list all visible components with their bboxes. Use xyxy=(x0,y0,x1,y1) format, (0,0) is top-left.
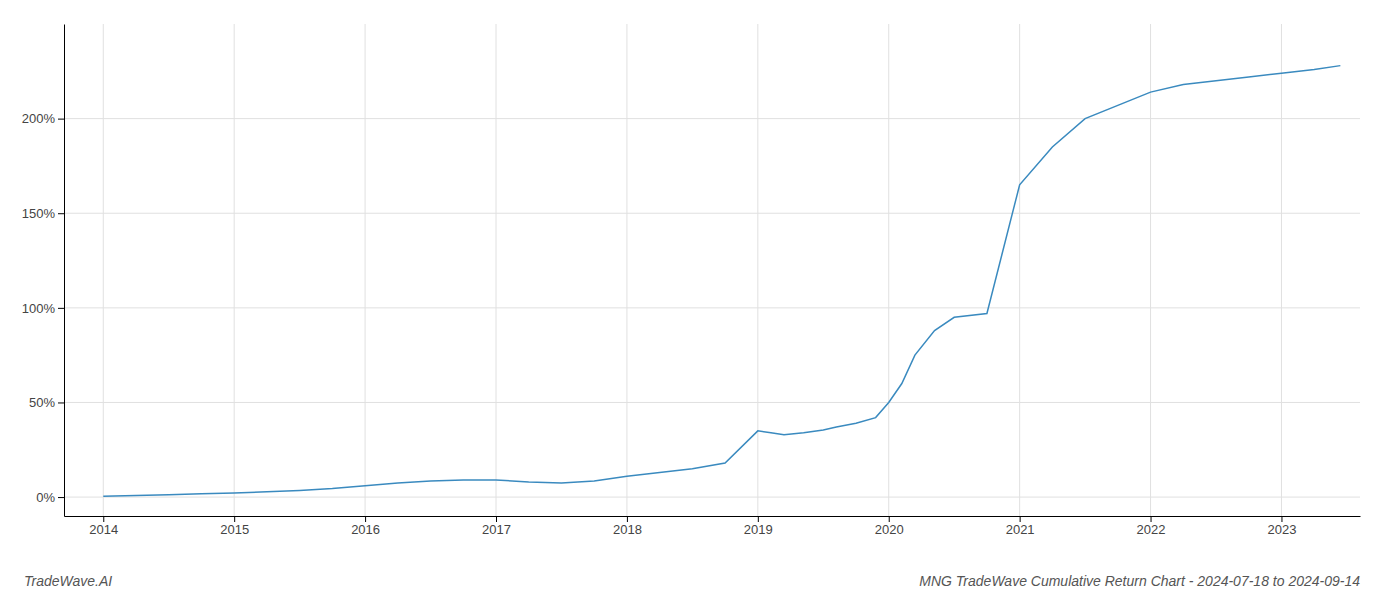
x-grid-line xyxy=(365,24,366,516)
texts: MNG TradeWave Cumulative Return Chart - … xyxy=(24,573,1360,589)
y-tick: 100% xyxy=(22,301,64,316)
x-tick-label: 2016 xyxy=(351,522,380,537)
x-grid-line xyxy=(888,24,889,516)
y-tick-mark xyxy=(58,119,64,120)
y-tick-mark xyxy=(58,308,64,309)
y-tick: 0% xyxy=(36,490,64,505)
x-tick: 2014 xyxy=(89,516,118,537)
x-tick-label: 2022 xyxy=(1137,522,1166,537)
y-tick: 200% xyxy=(22,111,64,126)
y-tick-mark xyxy=(58,497,64,498)
x-tick-mark xyxy=(365,516,366,522)
x-tick-label: 2020 xyxy=(875,522,904,537)
chart-container: 2014 2015 2016 2017 2018 2019 2020 2021 2022 2023… xyxy=(0,0,1400,600)
y-grid-line xyxy=(64,118,1360,119)
y-tick: 150% xyxy=(22,206,64,221)
x-axis-line xyxy=(65,516,1361,517)
x-grid-line xyxy=(234,24,235,516)
x-tick-label: 2014 xyxy=(89,522,118,537)
x-grid-line xyxy=(757,24,758,516)
x-tick: 2017 xyxy=(482,516,511,537)
x-tick: 2016 xyxy=(351,516,380,537)
x-tick-mark xyxy=(1281,516,1282,522)
x-grid-line xyxy=(1150,24,1151,516)
x-tick: 2018 xyxy=(613,516,642,537)
x-tick-mark xyxy=(889,516,890,522)
x-tick-label: 2017 xyxy=(482,522,511,537)
y-axis: 0% 50% 100% 150% 200% xyxy=(22,25,65,517)
y-grid-line xyxy=(64,213,1360,214)
x-grid-line xyxy=(1281,24,1282,516)
grid xyxy=(64,24,1360,516)
plot-area xyxy=(103,66,1340,497)
x-grid-line xyxy=(103,24,104,516)
y-tick-label: 200% xyxy=(22,111,56,126)
y-tick-mark xyxy=(58,213,64,214)
x-tick: 2023 xyxy=(1267,516,1296,537)
y-axis-line xyxy=(64,25,65,517)
title: MNG TradeWave Cumulative Return Chart - … xyxy=(919,573,1360,589)
x-grid-line xyxy=(626,24,627,516)
x-tick-label: 2021 xyxy=(1006,522,1035,537)
x-tick: 2022 xyxy=(1137,516,1166,537)
x-tick-label: 2015 xyxy=(220,522,249,537)
x-tick-mark xyxy=(627,516,628,522)
y-tick-label: 50% xyxy=(29,395,55,410)
x-tick: 2015 xyxy=(220,516,249,537)
x-grid-line xyxy=(1019,24,1020,516)
x-tick-mark xyxy=(496,516,497,522)
y-tick-mark xyxy=(58,402,64,403)
line xyxy=(103,66,1340,497)
x-tick-mark xyxy=(758,516,759,522)
x-tick-label: 2018 xyxy=(613,522,642,537)
y-grid-line xyxy=(64,402,1360,403)
y-tick-label: 100% xyxy=(22,301,56,316)
x-tick-mark xyxy=(1020,516,1021,522)
x-grid-line xyxy=(496,24,497,516)
x-tick: 2020 xyxy=(875,516,904,537)
x-tick-mark xyxy=(234,516,235,522)
x-tick: 2021 xyxy=(1006,516,1035,537)
x-tick: 2019 xyxy=(744,516,773,537)
x-axis: 2014 2015 2016 2017 2018 2019 2020 2021 2022 2023 xyxy=(65,516,1361,537)
x-tick-mark xyxy=(103,516,104,522)
y-grid-line xyxy=(64,307,1360,308)
y-tick-label: 0% xyxy=(36,490,55,505)
chart-svg: 2014 2015 2016 2017 2018 2019 2020 2021 2022 2023… xyxy=(0,0,1400,600)
x-tick-mark xyxy=(1151,516,1152,522)
y-grid-line xyxy=(64,497,1360,498)
x-tick-label: 2023 xyxy=(1267,522,1296,537)
x-tick-label: 2019 xyxy=(744,522,773,537)
y-tick: 50% xyxy=(29,395,64,410)
watermark: TradeWave.AI xyxy=(24,573,112,589)
y-tick-label: 150% xyxy=(22,206,56,221)
